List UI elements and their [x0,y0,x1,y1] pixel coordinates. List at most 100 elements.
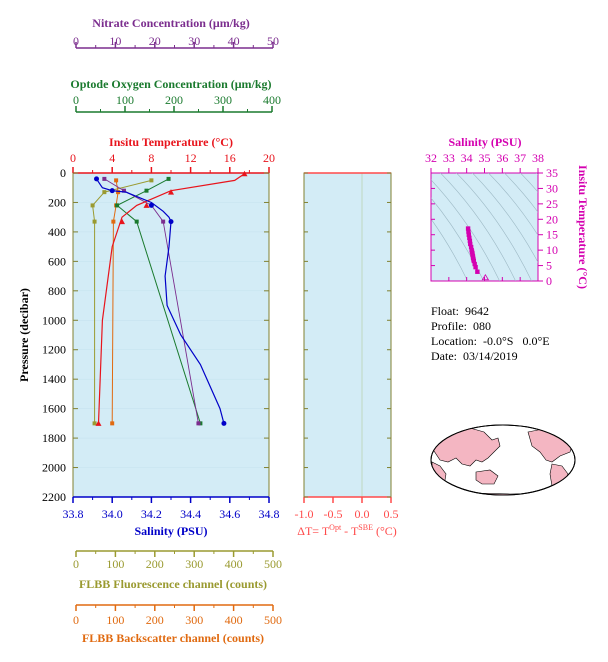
temperature-axis: 0 4 8 12 16 20 [70,151,275,174]
fluorescence-marker [149,178,154,183]
backscatter-marker [110,421,115,426]
fluorescence-tick-label: 500 [264,557,282,571]
pressure-tick-label: 600 [48,254,66,268]
salinity-tick-label: 34.0 [102,507,123,521]
pressure-tick-label: 2000 [42,461,66,475]
salinity-tick-label: 34.6 [219,507,240,521]
salinity-tick-label: 34.8 [259,507,280,521]
oxygen-tick-label: 200 [165,93,183,107]
oxygen-axis: 0 100 200 300 400 [73,93,281,113]
ts-temperature-tick-label: 30 [546,181,558,195]
backscatter-axis: 0 100 200 300 400 500 [73,604,282,627]
ts-point [467,235,472,240]
backscatter-axis-title: FLBB Backscatter channel (counts) [82,631,264,645]
map-continent-australia [475,469,499,485]
pressure-axis-title: Pressure (decibar) [17,288,31,382]
pressure-tick-label: 800 [48,284,66,298]
ts-salinity-tick-label: 37 [514,151,526,165]
ts-salinity-tick-label: 32 [425,151,437,165]
ts-temperature-tick-label: 25 [546,197,558,211]
ts-temperature-tick-label: 10 [546,243,558,257]
location: Location: -0.0°S 0.0°E [431,334,550,348]
pressure-tick-label: 200 [48,195,66,209]
temperature-marker [168,189,174,195]
delta-t-tick-label: -1.0 [295,507,314,521]
backscatter-tick-label: 400 [225,613,243,627]
ts-salinity-axis: 32 33 34 35 36 37 38 [425,151,544,281]
delta-t-plot-area [303,172,392,498]
oxygen-marker [144,188,149,193]
oxygen-tick-label: 0 [73,93,79,107]
fluorescence-tick-label: 100 [106,557,124,571]
fluorescence-marker [92,421,97,426]
ts-density-contour [431,197,484,281]
pressure-tick-label: 1800 [42,431,66,445]
pressure-axis: 0 200 400 600 800 1000 1200 1400 1600 1800 2000 220… [42,166,269,504]
salinity-marker [168,219,174,225]
delta-t-axis: -1.0 -0.5 0.0 0.5 [295,172,399,521]
ts-temperature-tick-label: 5 [546,259,552,273]
temperature-profile-line [97,173,245,424]
nitrate-tick-label: 50 [267,34,279,48]
oxygen-tick-label: 100 [116,93,134,107]
oxygen-tick-label: 300 [214,93,232,107]
delta-t-tick-label: 0.0 [355,507,370,521]
salinity-marker [148,202,154,208]
backscatter-tick-label: 300 [185,613,203,627]
ts-temperature-tick-label: 20 [546,212,558,226]
ts-point [467,238,473,244]
float-id: Float: 9642 [431,304,490,318]
ts-density-contours [431,173,538,281]
salinity-marker [221,420,227,426]
temperature-tick-label: 16 [224,151,236,165]
nitrate-marker [102,176,107,181]
backscatter-tick-label: 100 [106,613,124,627]
ts-density-contour [455,173,532,281]
backscatter-marker [116,190,121,195]
oxygen-marker [166,176,171,181]
world-map [430,424,576,496]
temperature-tick-label: 20 [263,151,275,165]
fluorescence-marker [90,203,95,208]
profile-panel: 0 10 20 30 40 50 0 100 200 300 400 0 4 8 12 16 20 0 200… [17,16,282,645]
backscatter-tick-label: 500 [264,613,282,627]
fluorescence-tick-label: 400 [225,557,243,571]
fluorescence-axis: 0 100 200 300 400 500 [73,550,282,571]
ts-point [466,232,472,237]
ts-density-contour [487,173,538,236]
ts-point [468,244,474,250]
salinity-tick-label: 34.2 [141,507,162,521]
oxygen-marker [115,203,120,208]
ts-point [465,226,471,231]
temperature-marker [119,218,125,225]
temperature-marker [143,202,150,208]
ts-salinity-tick-label: 36 [496,151,508,165]
delta-t-axis-title: ΔT= TOpt - TSBE (°C) [297,523,397,538]
pressure-tick-label: 1000 [42,313,66,327]
temperature-tick-label: 0 [70,151,76,165]
salinity-axis-title: Salinity (PSU) [134,524,207,538]
ts-salinity-axis-title: Salinity (PSU) [448,135,521,149]
pressure-tick-label: 1600 [42,402,66,416]
ts-density-contour [431,218,468,281]
ts-temperature-tick-label: 0 [546,274,552,288]
ts-scatter-points [465,226,490,281]
ts-salinity-tick-label: 35 [479,151,491,165]
salinity-tick-label: 34.4 [180,507,201,521]
fluorescence-tick-label: 200 [146,557,164,571]
oxygen-tick-label: 400 [263,93,281,107]
nitrate-tick-label: 40 [228,34,240,48]
backscatter-marker [114,178,119,183]
pressure-tick-label: 400 [48,225,66,239]
fluorescence-tick-label: 0 [73,557,79,571]
temperature-tick-label: 8 [148,151,154,165]
delta-t-tick-label: -0.5 [324,507,343,521]
profile-number: Profile: 080 [431,319,491,333]
salinity-marker [94,176,100,182]
fluorescence-marker [92,219,97,224]
oxygen-marker [134,219,139,224]
delta-t-panel: -1.0 -0.5 0.0 0.5 ΔT= TOpt - TSBE (°C) [295,172,399,538]
pressure-tick-label: 1400 [42,372,66,386]
